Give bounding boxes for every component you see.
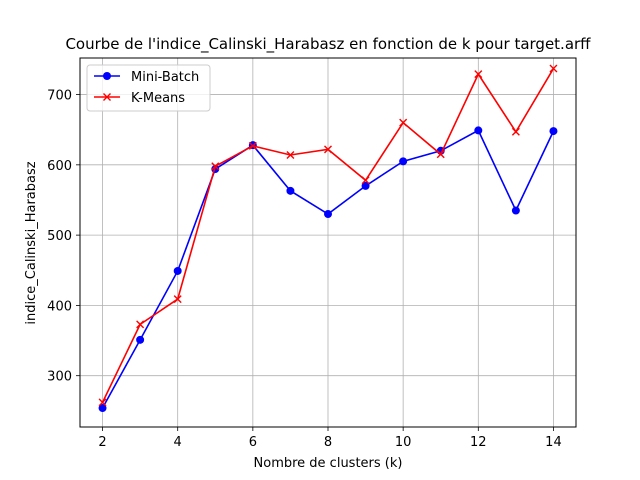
x-tick-label: 8: [324, 435, 332, 450]
legend-label-k-means: K-Means: [131, 91, 185, 106]
k-means-point: [361, 176, 370, 185]
mini-batch-point: [474, 126, 483, 135]
legend-marker-k-means: [103, 93, 111, 101]
mini-batch-point: [98, 404, 107, 413]
k-means-point: [549, 64, 558, 73]
legend-label-mini-batch: Mini-Batch: [131, 70, 199, 85]
k-means-point: [324, 145, 332, 154]
y-tick-label: 400: [47, 299, 72, 314]
mini-batch-point: [549, 127, 558, 136]
y-tick-label: 500: [47, 229, 72, 244]
x-tick-label: 4: [174, 435, 182, 450]
x-axis-label: Nombre de clusters (k): [254, 456, 403, 471]
chart-title: Courbe de l'indice_Calinski_Harabasz en …: [65, 35, 591, 54]
mini-batch-point: [399, 157, 408, 166]
x-tick-label: 10: [395, 435, 412, 450]
mini-batch-point: [173, 266, 182, 275]
mini-batch-point: [136, 335, 145, 344]
y-tick-label: 300: [47, 370, 72, 385]
k-means-point: [211, 162, 220, 171]
mini-batch-point: [324, 210, 332, 219]
k-means-point: [474, 70, 483, 79]
legend: Mini-Batch K-Means: [86, 64, 211, 112]
mini-batch-point: [361, 181, 370, 190]
k-means-point: [136, 320, 145, 329]
y-axis: 300 400 500 600 700: [47, 89, 80, 385]
x-tick-label: 14: [545, 435, 562, 450]
k-means-point: [511, 127, 520, 136]
y-axis-label: indice_Calinski_Harabasz: [24, 161, 39, 324]
series-layer: [98, 64, 558, 413]
y-tick-label: 700: [47, 89, 72, 104]
x-tick-label: 6: [249, 435, 257, 450]
k-means-point: [436, 150, 445, 159]
grid: [80, 58, 576, 427]
x-tick-label: 12: [470, 435, 487, 450]
k-means-point: [399, 118, 408, 127]
y-tick-label: 600: [47, 159, 72, 174]
k-means-point: [248, 141, 257, 150]
legend-marker-mini-batch: [103, 72, 111, 80]
mini-batch-point: [511, 206, 520, 215]
mini-batch-point: [286, 186, 295, 195]
k-means-point: [98, 398, 107, 407]
x-tick-label: 2: [98, 435, 106, 450]
x-axis: 2 4 6 8 10 12 14: [98, 427, 562, 450]
k-means-point: [173, 295, 182, 304]
k-means-point: [286, 150, 295, 159]
